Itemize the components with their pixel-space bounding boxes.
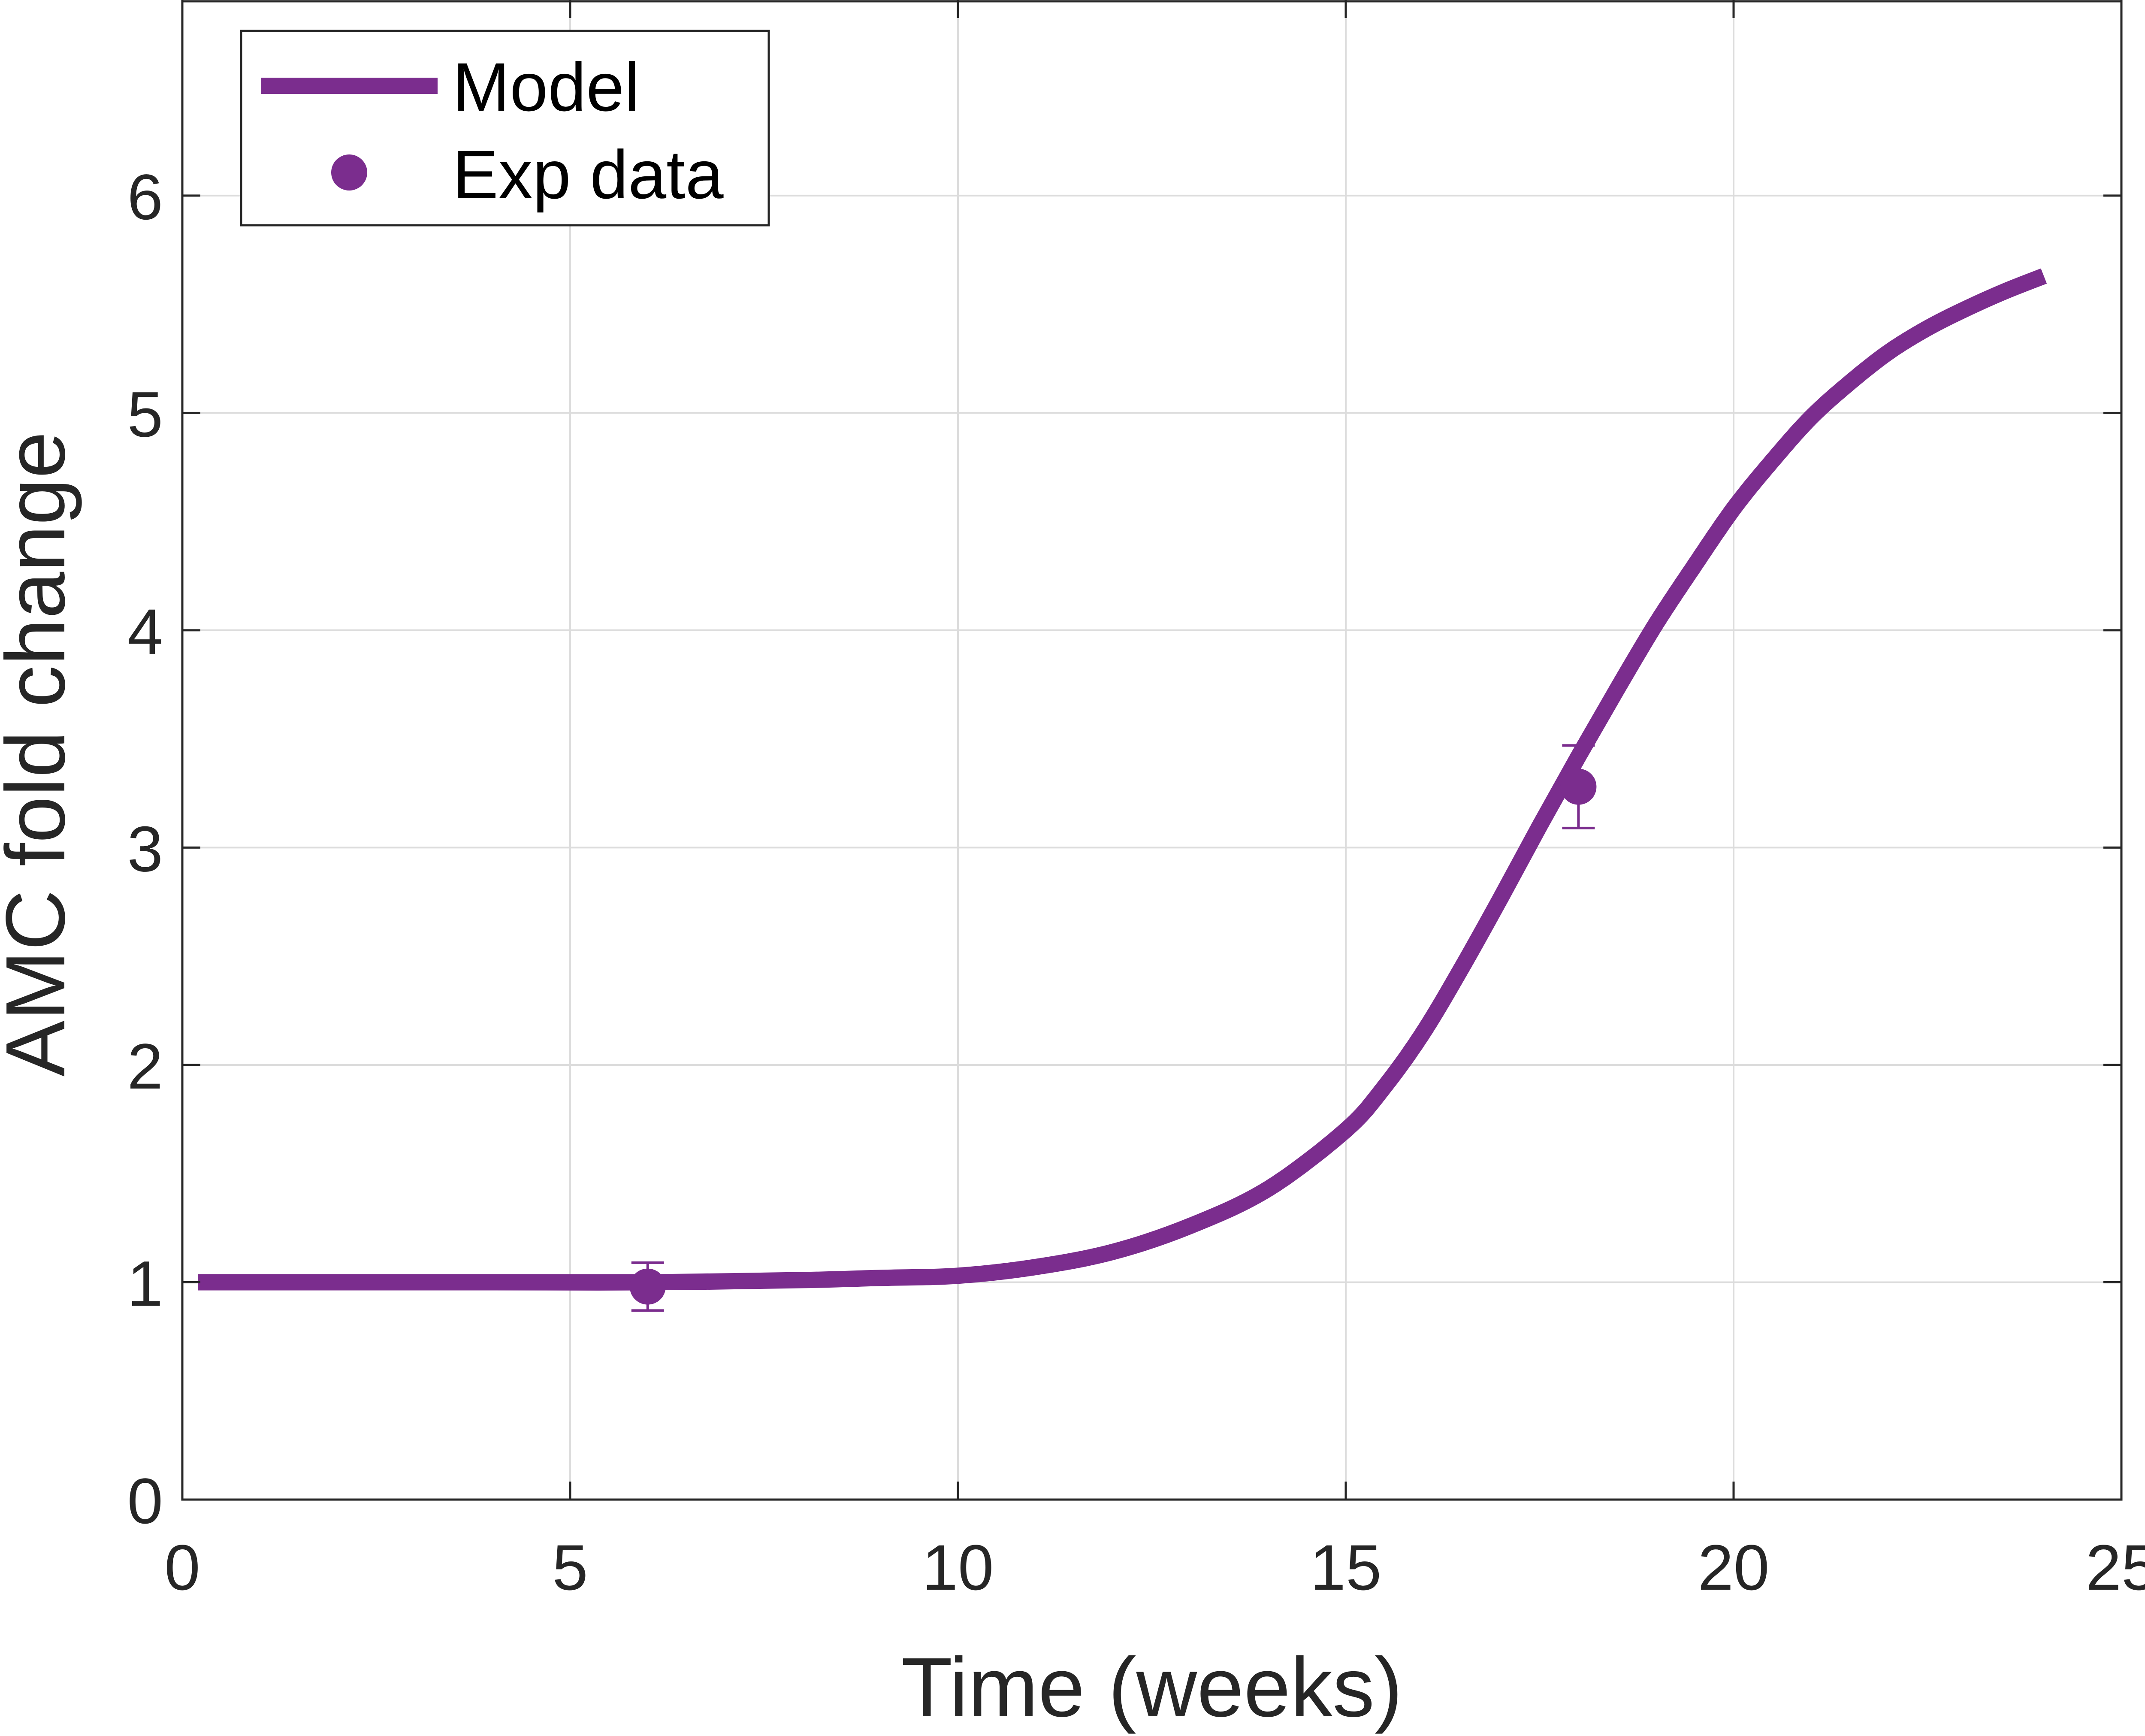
tick-marks bbox=[181, 0, 2123, 1501]
x-tick-label: 20 bbox=[1698, 1531, 1770, 1603]
tick-labels: 0 5 10 15 20 25 0 1 2 3 4 5 6 bbox=[127, 161, 2145, 1603]
y-tick-label: 2 bbox=[127, 1030, 163, 1102]
exp-data-point bbox=[629, 1268, 666, 1305]
legend-label-exp-data: Exp data bbox=[453, 136, 724, 213]
legend-exp-data-swatch bbox=[331, 154, 367, 191]
x-tick-label: 5 bbox=[552, 1531, 588, 1603]
model-line bbox=[198, 268, 2047, 1291]
series-layer bbox=[198, 268, 2047, 1312]
y-tick-label: 3 bbox=[127, 813, 163, 885]
x-tick-label: 0 bbox=[164, 1531, 200, 1603]
y-tick-label: 0 bbox=[127, 1465, 163, 1537]
x-tick-label: 10 bbox=[922, 1531, 994, 1603]
y-tick-label: 6 bbox=[127, 161, 163, 233]
exp-data-point bbox=[1560, 768, 1597, 805]
x-axis-title: Time (weeks) bbox=[901, 1640, 1403, 1734]
x-tick-label: 15 bbox=[1310, 1531, 1382, 1603]
plot-area-border bbox=[181, 0, 2123, 1501]
y-axis-title: AMC fold change bbox=[0, 432, 82, 1077]
x-tick-label: 25 bbox=[2086, 1531, 2145, 1603]
y-tick-label: 4 bbox=[127, 596, 163, 668]
y-tick-label: 5 bbox=[127, 378, 163, 450]
legend-label-model: Model bbox=[453, 48, 640, 125]
y-tick-label: 1 bbox=[127, 1247, 163, 1319]
legend-box bbox=[240, 30, 770, 227]
legend: Model Exp data bbox=[240, 30, 770, 227]
